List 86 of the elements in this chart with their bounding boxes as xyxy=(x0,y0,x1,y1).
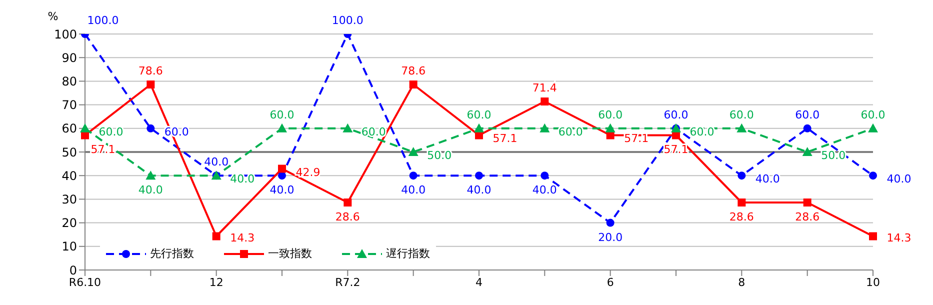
legend-label: 遅行指数 xyxy=(385,246,430,261)
y-tick-label: 60 xyxy=(62,122,77,136)
data-label: 60.0 xyxy=(860,108,886,122)
data-label: 50.0 xyxy=(427,149,452,162)
point xyxy=(474,123,484,132)
data-label: 28.6 xyxy=(729,210,754,224)
x-tick-label: 4 xyxy=(476,276,482,289)
legend-label: 先行指数 xyxy=(149,246,194,261)
point xyxy=(868,123,878,132)
data-label: 40.0 xyxy=(466,184,492,197)
data-label: 57.1 xyxy=(492,132,518,146)
point xyxy=(342,123,353,132)
data-label: 40.0 xyxy=(755,172,780,186)
point xyxy=(344,198,352,207)
data-label: 42.9 xyxy=(296,166,320,179)
y-tick-label: 80 xyxy=(62,74,77,88)
data-label: 78.6 xyxy=(138,64,163,78)
point xyxy=(408,147,418,156)
y-tick-label: 90 xyxy=(62,50,77,65)
data-label: 40.0 xyxy=(532,184,557,197)
data-label: 100.0 xyxy=(87,14,119,28)
data-label: 57.1 xyxy=(664,143,688,156)
y-tick-label: 40 xyxy=(62,168,77,183)
data-label: 60.0 xyxy=(598,108,623,122)
point xyxy=(802,147,812,156)
x-tick-label: R6.10 xyxy=(68,276,102,289)
point xyxy=(738,172,746,180)
point xyxy=(869,232,877,240)
data-label: 60.0 xyxy=(795,108,820,122)
data-label: 60.0 xyxy=(558,125,583,138)
data-label: 60.0 xyxy=(270,108,294,122)
x-tick-label: 8 xyxy=(738,276,746,289)
point xyxy=(869,172,877,180)
data-label: 60.0 xyxy=(98,125,124,138)
y-tick-label: 100 xyxy=(54,27,77,42)
data-label: 14.3 xyxy=(886,231,912,244)
data-label: 40.0 xyxy=(138,184,163,197)
point xyxy=(475,172,483,180)
point xyxy=(278,164,286,173)
y-tick-label: 70 xyxy=(62,98,77,112)
point xyxy=(212,232,220,240)
y-tick-label: 20 xyxy=(62,216,77,230)
data-label: 40.0 xyxy=(401,184,426,197)
point xyxy=(146,80,155,89)
data-label: 60.0 xyxy=(729,108,754,122)
y-axis-title: % xyxy=(48,10,58,23)
point xyxy=(605,123,616,132)
data-label: 60.0 xyxy=(361,125,386,138)
point xyxy=(80,123,90,132)
y-tick-label: 50 xyxy=(62,145,77,160)
data-label: 20.0 xyxy=(598,230,623,244)
x-tick-label: 6 xyxy=(606,276,614,289)
x-tick-label: 10 xyxy=(866,276,880,289)
point xyxy=(540,172,549,180)
x-tick-label: R7.2 xyxy=(335,276,360,289)
point xyxy=(146,124,155,132)
point xyxy=(409,80,418,89)
y-tick-label: 30 xyxy=(62,192,77,206)
y-tick-label: 0 xyxy=(69,263,77,278)
point xyxy=(736,123,747,132)
x-tick-label: 12 xyxy=(209,276,224,289)
data-label: 40.0 xyxy=(230,172,255,186)
data-label: 14.3 xyxy=(230,231,255,244)
data-label: 40.0 xyxy=(204,156,229,169)
point xyxy=(803,124,812,132)
legend-label: 一致指数 xyxy=(267,246,312,261)
point xyxy=(803,198,812,207)
data-label: 71.4 xyxy=(532,81,557,95)
data-label: 40.0 xyxy=(886,172,912,186)
data-label: 60.0 xyxy=(466,108,492,122)
point xyxy=(738,198,746,207)
data-label: 78.6 xyxy=(401,64,426,78)
point xyxy=(146,170,156,180)
y-tick-label: 10 xyxy=(62,240,77,254)
data-label: 50.0 xyxy=(821,149,846,162)
point xyxy=(540,123,550,132)
point xyxy=(606,218,614,227)
data-label: 60.0 xyxy=(664,108,688,122)
data-label: 57.1 xyxy=(90,143,116,156)
data-label: 100.0 xyxy=(332,14,364,28)
data-label: 40.0 xyxy=(270,184,294,197)
point xyxy=(277,123,287,132)
data-label: 28.6 xyxy=(335,210,360,224)
data-label: 28.6 xyxy=(795,210,820,224)
point xyxy=(409,172,418,180)
point xyxy=(540,97,549,106)
